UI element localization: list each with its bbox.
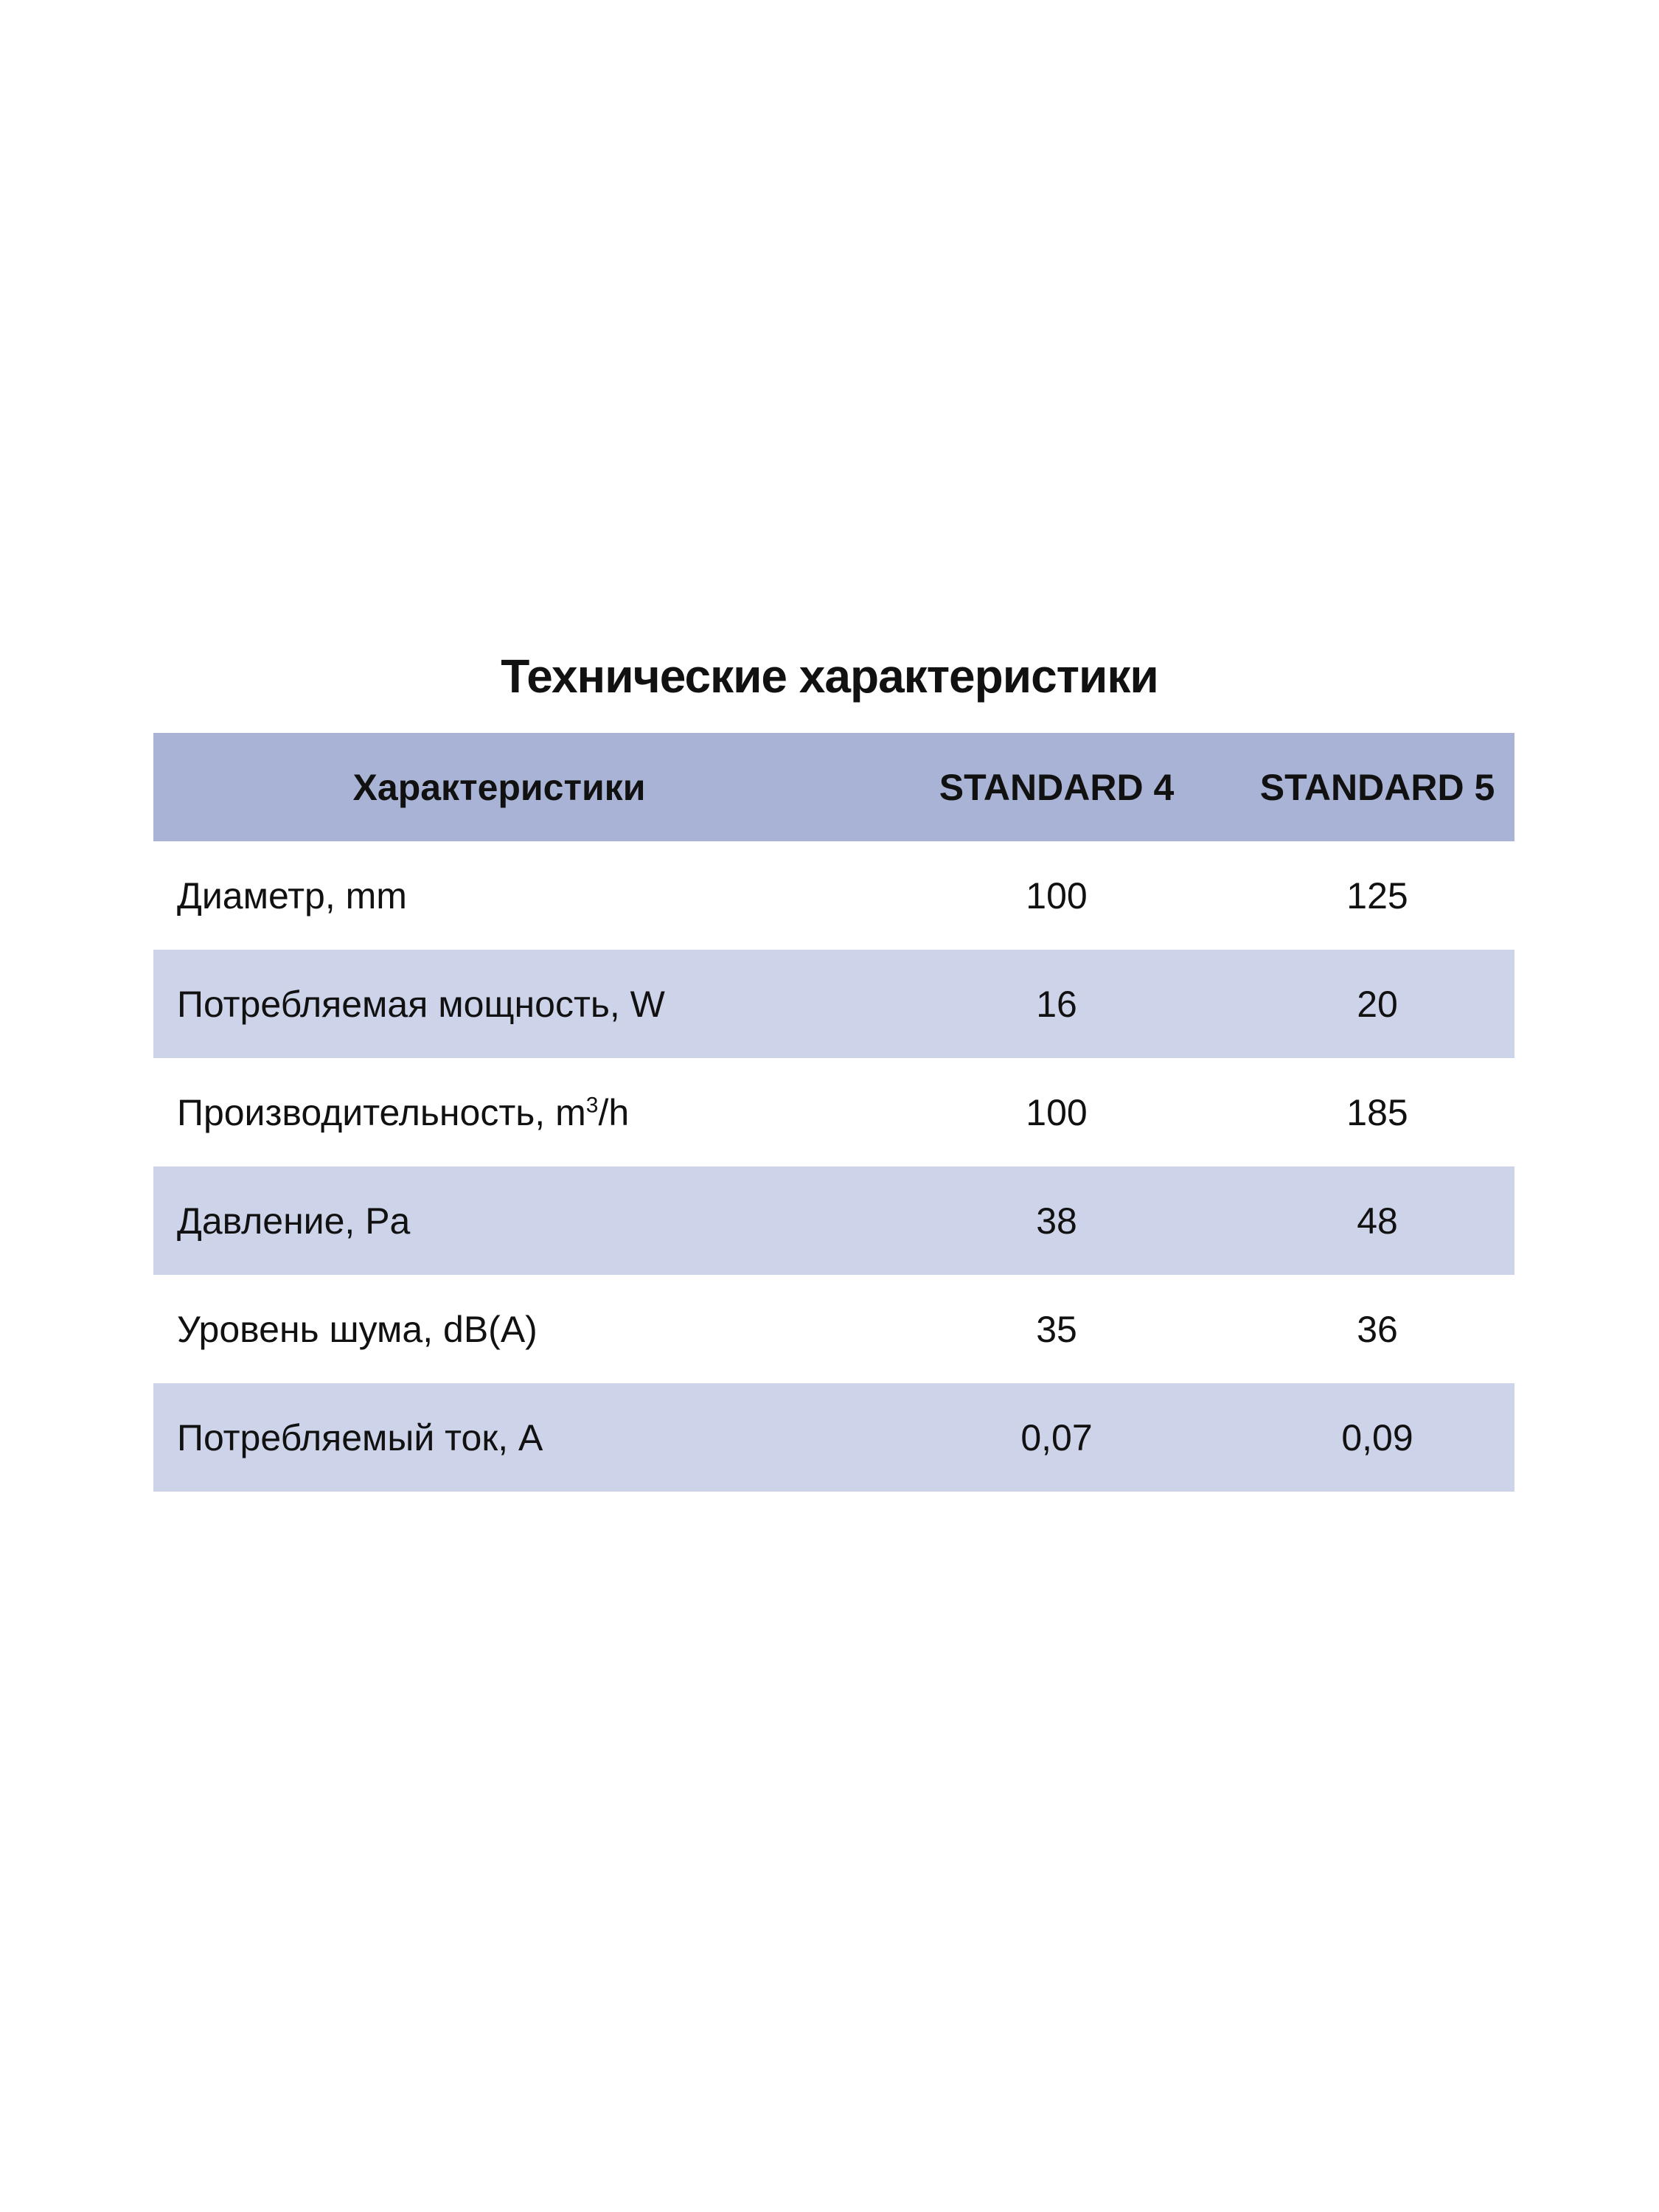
table-row: Давление, Pa 38 48	[153, 1166, 1514, 1275]
table-row: Уровень шума, dB(A) 35 36	[153, 1275, 1514, 1383]
row-label: Производительность, m3/h	[153, 1091, 891, 1134]
page-title: Технические характеристики	[501, 650, 1158, 703]
row-label-text: Производительность, m	[177, 1091, 586, 1133]
value-standard-5: 125	[1346, 874, 1408, 917]
table-header: Характеристики STANDARD 4 STANDARD 5	[153, 733, 1514, 841]
row-label: Потребляемая мощность, W	[177, 983, 665, 1025]
row-label: Потребляемый ток, A	[177, 1416, 543, 1458]
header-characteristics: Характеристики	[352, 766, 646, 808]
row-label-suffix: /h	[598, 1091, 630, 1133]
value-standard-5: 185	[1346, 1091, 1408, 1133]
row-label: Уровень шума, dB(A)	[177, 1308, 538, 1350]
table-row: Диаметр, mm 100 125	[153, 841, 1514, 950]
spec-table: Характеристики STANDARD 4 STANDARD 5 Диа…	[153, 733, 1514, 1492]
value-standard-5: 20	[1357, 983, 1398, 1025]
value-standard-4: 0,07	[1020, 1416, 1093, 1458]
value-standard-4: 16	[1036, 983, 1077, 1025]
row-label-sup: 3	[585, 1092, 599, 1117]
table-row: Производительность, m3/h 100 185	[153, 1058, 1514, 1166]
value-standard-4: 100	[1026, 874, 1088, 917]
header-standard-5: STANDARD 5	[1259, 766, 1495, 808]
header-standard-4: STANDARD 4	[939, 766, 1175, 808]
value-standard-4: 35	[1036, 1308, 1077, 1350]
value-standard-5: 48	[1357, 1200, 1398, 1242]
value-standard-5: 36	[1357, 1308, 1398, 1350]
value-standard-4: 38	[1036, 1200, 1077, 1242]
value-standard-5: 0,09	[1341, 1416, 1413, 1458]
table-row: Потребляемая мощность, W 16 20	[153, 950, 1514, 1058]
row-label: Давление, Pa	[177, 1200, 411, 1242]
row-label: Диаметр, mm	[177, 874, 407, 917]
value-standard-4: 100	[1026, 1091, 1088, 1133]
table-row: Потребляемый ток, A 0,07 0,09	[153, 1383, 1514, 1492]
